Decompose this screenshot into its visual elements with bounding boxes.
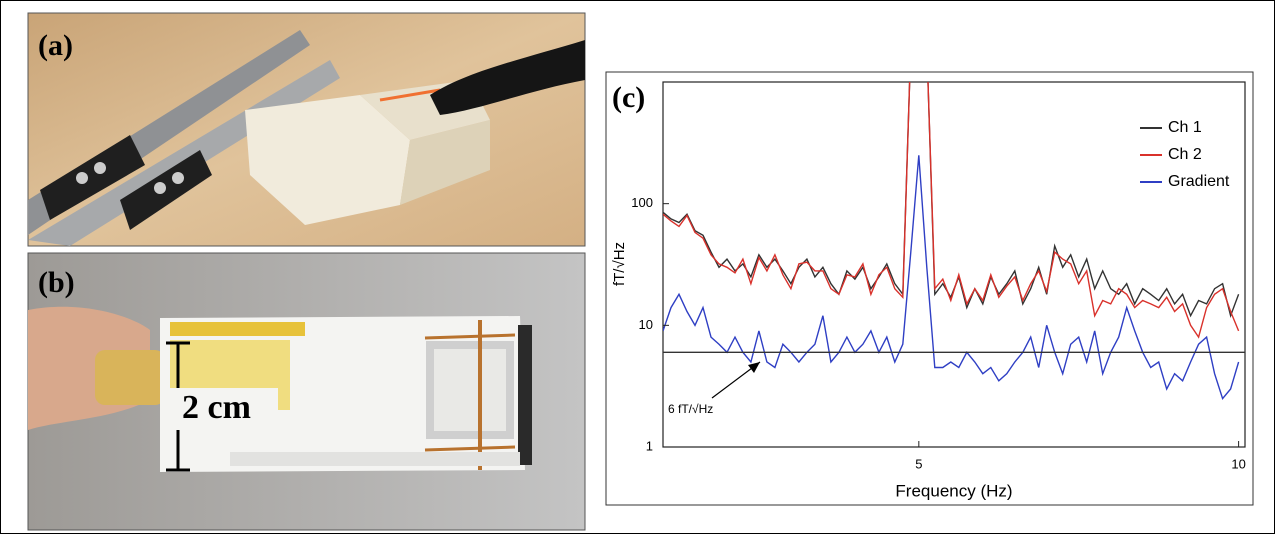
panel-label: (a) <box>38 29 73 62</box>
x-tick-label: 5 <box>915 456 922 471</box>
scale-label-bg <box>168 388 278 430</box>
photo-a <box>27 12 586 247</box>
legend-label: Ch 1 <box>1168 119 1202 136</box>
plot-content <box>663 82 1245 401</box>
panel-label: (c) <box>612 81 645 114</box>
y-tick-label: 1 <box>646 438 653 453</box>
scale-label: 2 cm <box>182 389 251 426</box>
y-tick-label: 100 <box>631 195 653 210</box>
x-tick-label: 10 <box>1231 456 1245 471</box>
legend-label: Ch 2 <box>1168 146 1202 163</box>
panel-label: (b) <box>38 266 75 299</box>
y-axis-label: fT/√Hz <box>611 242 628 286</box>
legend-label: Gradient <box>1168 173 1230 190</box>
y-tick-label: 10 <box>639 317 653 332</box>
annotation-arrowhead <box>748 362 760 373</box>
series-line <box>663 82 1240 339</box>
x-axis-label: Frequency (Hz) <box>895 481 1012 500</box>
plot-area <box>662 81 1246 448</box>
photo-b <box>27 252 586 531</box>
series-line <box>663 82 1240 319</box>
annotation: 6 fT/√Hz <box>668 402 713 416</box>
